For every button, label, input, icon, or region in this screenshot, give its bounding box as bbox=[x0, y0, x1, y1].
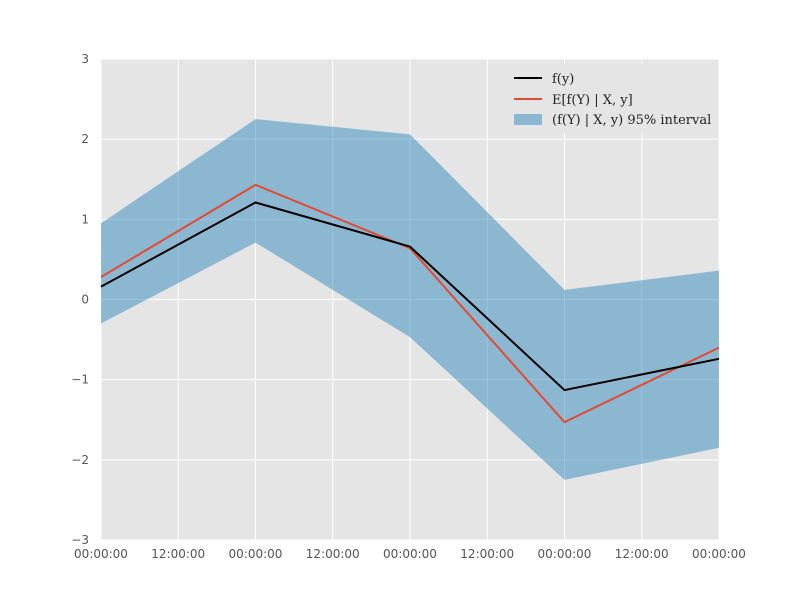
y-tick-label: 2 bbox=[81, 132, 89, 146]
legend: f(y) E[f(Y) | X, y] (f(Y) | X, y) 95% in… bbox=[500, 64, 714, 134]
y-tick-label: 0 bbox=[81, 293, 89, 307]
legend-swatch-interval bbox=[514, 114, 542, 125]
x-tick-label: 12:00:00 bbox=[615, 547, 669, 561]
x-tick-label: 00:00:00 bbox=[74, 547, 128, 561]
x-tick-label: 12:00:00 bbox=[151, 547, 205, 561]
y-tick-label: 3 bbox=[81, 52, 89, 66]
series-lines-layer bbox=[100, 183, 720, 424]
x-tick-label: 12:00:00 bbox=[460, 547, 514, 561]
legend-label-expectation: E[f(Y) | X, y] bbox=[552, 93, 633, 108]
x-tick-label: 00:00:00 bbox=[229, 547, 283, 561]
series-line-f-y bbox=[100, 201, 720, 392]
y-tick-label: −2 bbox=[71, 453, 89, 467]
x-tick-label: 00:00:00 bbox=[538, 547, 592, 561]
y-tick-label: −3 bbox=[71, 533, 89, 547]
y-tick-label: −1 bbox=[71, 373, 89, 387]
x-tick-label: 00:00:00 bbox=[383, 547, 437, 561]
legend-label-interval: (f(Y) | X, y) 95% interval bbox=[552, 113, 711, 128]
x-tick-label: 12:00:00 bbox=[306, 547, 360, 561]
x-axis-ticks: 00:00:00 12:00:00 00:00:00 12:00:00 00:00:00… bbox=[74, 547, 746, 561]
y-axis-ticks: 3 2 1 0 −1 −2 −3 bbox=[71, 52, 89, 547]
x-tick-label: 00:00:00 bbox=[692, 547, 746, 561]
legend-label-f-y: f(y) bbox=[552, 72, 574, 87]
series-line-expectation bbox=[100, 183, 720, 424]
y-tick-label: 1 bbox=[81, 212, 89, 226]
